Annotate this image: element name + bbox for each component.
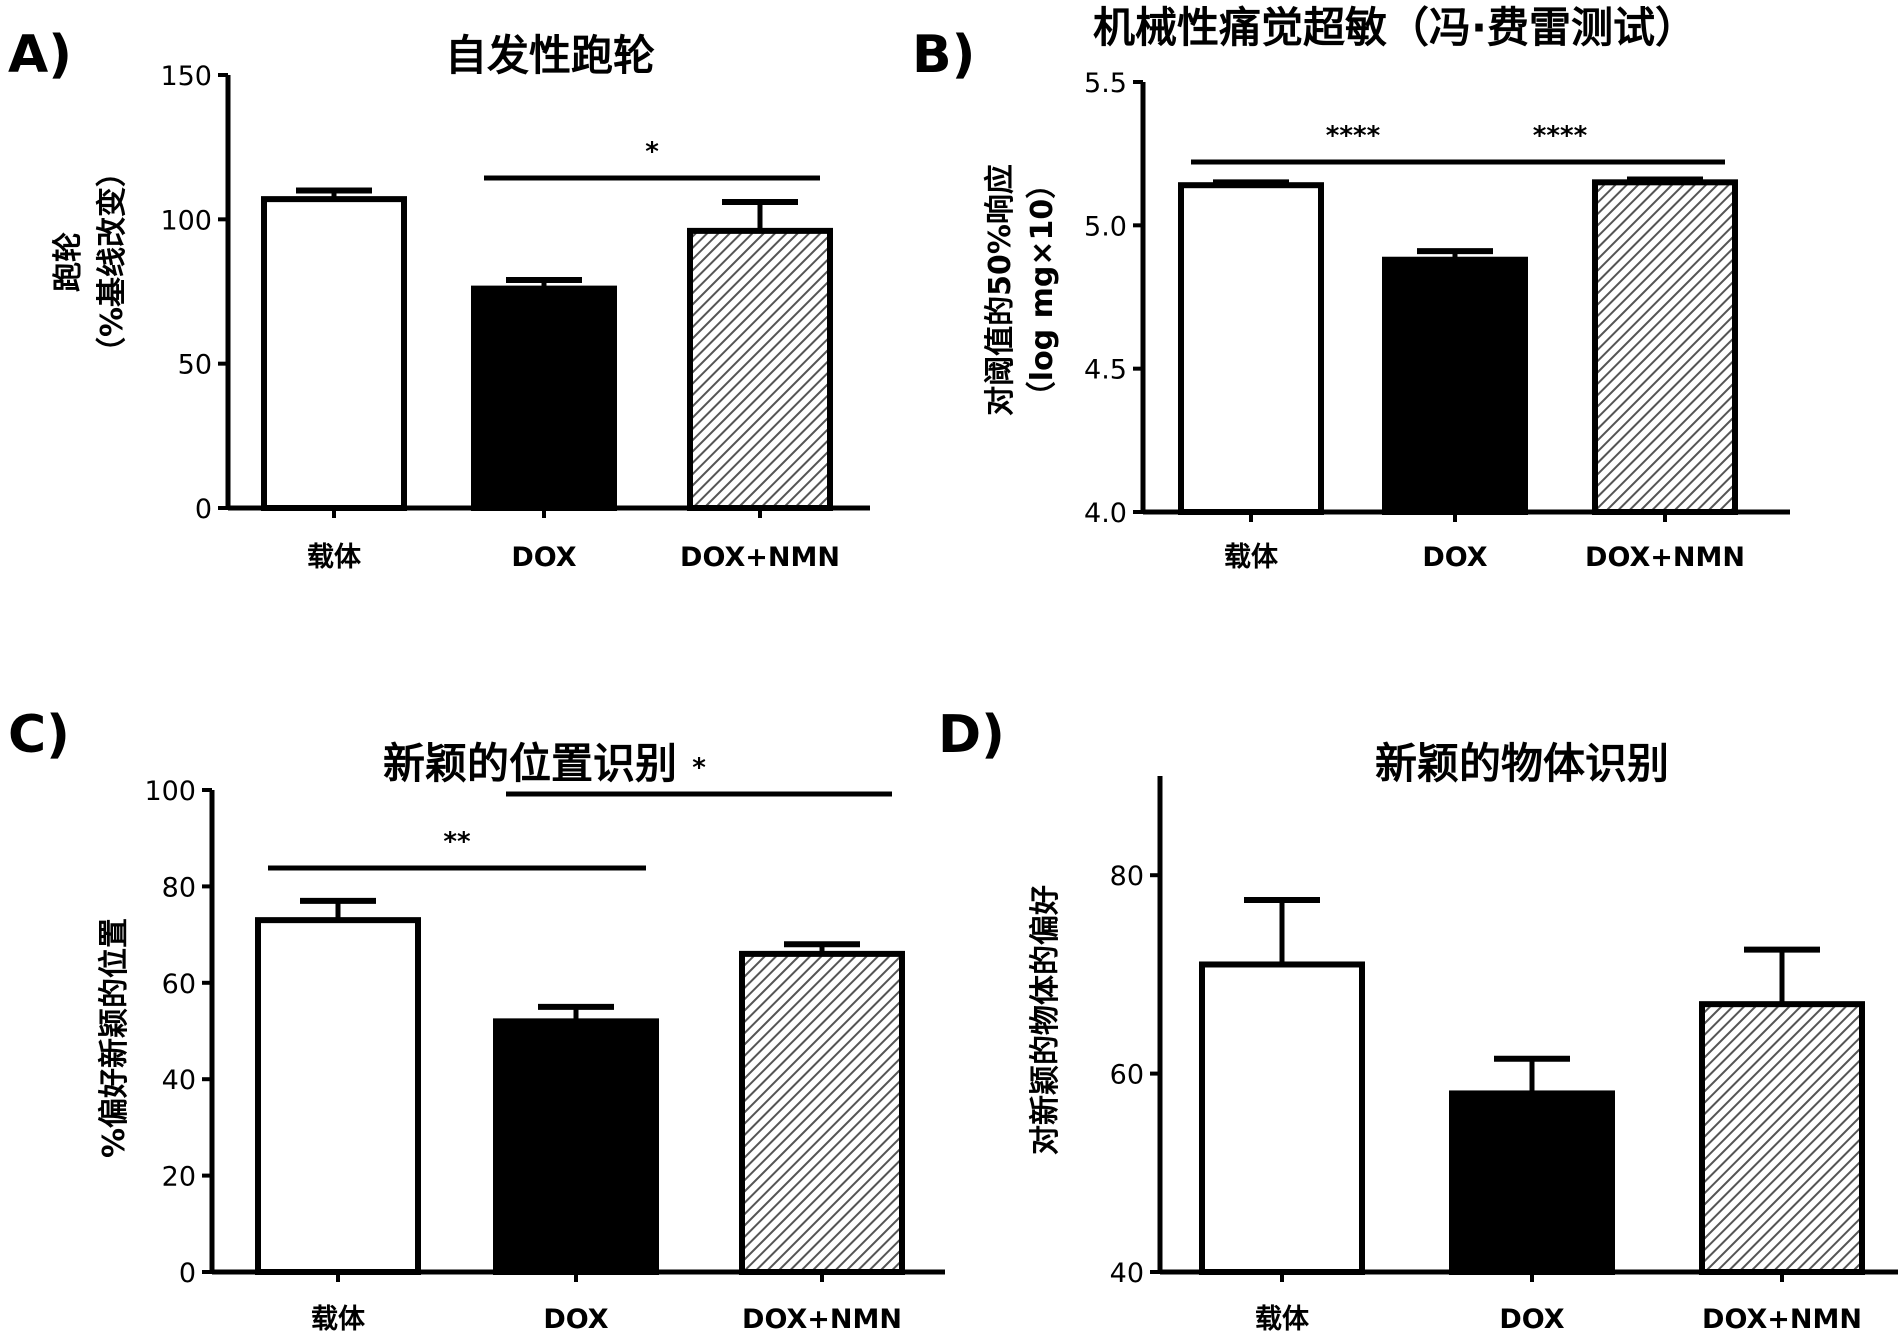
y-tick-label-a-2: 100 bbox=[160, 205, 212, 236]
y-tick-label-c-3: 60 bbox=[162, 969, 196, 1000]
category-label-c-1: DOX bbox=[543, 1304, 608, 1335]
y-axis-label-b-line1: 对阈值的50%响应 bbox=[983, 164, 1018, 416]
significance-label-b-1: **** bbox=[1533, 121, 1588, 151]
category-label-b-0: 载体 bbox=[1224, 542, 1279, 573]
bar-c-0 bbox=[255, 917, 421, 1275]
bar-b-0 bbox=[1178, 182, 1324, 515]
y-tick-label-c-2: 40 bbox=[162, 1065, 196, 1096]
plot-area-d: 40 60 80 载体 DOX DOX+NMN bbox=[1110, 776, 1898, 1335]
bar-a-0 bbox=[261, 196, 407, 511]
y-tick-label-a-1: 50 bbox=[178, 350, 212, 381]
category-label-d-2: DOX+NMN bbox=[1702, 1304, 1862, 1335]
y-tick-label-c-1: 20 bbox=[162, 1162, 196, 1193]
category-label-a-2: DOX+NMN bbox=[680, 542, 840, 573]
y-tick-label-b-1: 4.5 bbox=[1084, 355, 1127, 386]
category-label-b-1: DOX bbox=[1422, 542, 1487, 573]
y-tick-label-b-2: 5.0 bbox=[1084, 211, 1127, 242]
bar-b-2 bbox=[1592, 179, 1738, 515]
category-label-a-1: DOX bbox=[511, 542, 576, 573]
bar-d-1 bbox=[1449, 1090, 1615, 1275]
y-axis-label-c-line1: %偏好新颖的位置 bbox=[97, 918, 132, 1158]
y-tick-label-a-0: 0 bbox=[195, 494, 212, 525]
bar-a-2 bbox=[687, 227, 833, 511]
panel-letter-d: D) bbox=[938, 705, 1005, 765]
plot-area-b: 4.0 4.5 5.0 5.5 载体 DOX DOX+NMN **** **** bbox=[1084, 68, 1790, 573]
significance-label-a-0: * bbox=[645, 137, 659, 167]
bar-a-1 bbox=[471, 285, 617, 512]
chart-title-d: 新颖的物体识别 bbox=[1375, 739, 1669, 788]
y-tick-label-c-5: 100 bbox=[144, 776, 196, 807]
y-axis-label-b-line2: （log mg×10） bbox=[1025, 169, 1060, 411]
panel-d: 新颖的物体识别 对新颖的物体的偏好 40 60 80 载体 DOX DOX+NMN bbox=[1028, 739, 1898, 1335]
chart-title-a: 自发性跑轮 bbox=[445, 31, 655, 80]
y-axis-label-d-line1: 对新颖的物体的偏好 bbox=[1028, 885, 1063, 1155]
y-tick-label-d-0: 40 bbox=[1110, 1258, 1144, 1289]
category-label-b-2: DOX+NMN bbox=[1585, 542, 1745, 573]
y-tick-label-a-3: 150 bbox=[160, 61, 212, 92]
y-tick-label-d-1: 60 bbox=[1110, 1060, 1144, 1091]
bar-c-1 bbox=[493, 1018, 659, 1275]
bar-b-1 bbox=[1382, 256, 1528, 515]
panel-b: 机械性痛觉超敏（冯·费雷测试） 对阈值的50%响应 （log mg×10） 4.… bbox=[983, 3, 1790, 573]
plot-area-a: 0 50 100 150 载体 DOX DOX+NMN * bbox=[160, 61, 870, 573]
category-label-d-0: 载体 bbox=[1255, 1304, 1310, 1335]
y-tick-label-b-3: 5.5 bbox=[1084, 68, 1127, 99]
bar-c-2 bbox=[739, 950, 905, 1275]
bar-d-2 bbox=[1699, 1001, 1865, 1275]
chart-title-c: 新颖的位置识别 bbox=[383, 739, 677, 788]
y-tick-label-c-4: 80 bbox=[162, 872, 196, 903]
category-label-c-0: 载体 bbox=[311, 1304, 366, 1335]
panel-a: 自发性跑轮 跑轮 （%基线改变） 0 50 100 150 载体 DOX DOX+NMN * bbox=[51, 31, 870, 573]
bar-d-0 bbox=[1199, 961, 1365, 1275]
y-tick-label-d-2: 80 bbox=[1110, 861, 1144, 892]
y-tick-label-c-0: 0 bbox=[179, 1258, 196, 1289]
y-axis-label-a-line2: （%基线改变） bbox=[95, 157, 130, 367]
significance-label-c-0: ** bbox=[443, 827, 471, 857]
category-label-c-2: DOX+NMN bbox=[742, 1304, 902, 1335]
category-label-d-1: DOX bbox=[1499, 1304, 1564, 1335]
category-label-a-0: 载体 bbox=[307, 542, 362, 573]
chart-title-b: 机械性痛觉超敏（冯·费雷测试） bbox=[1093, 3, 1697, 52]
panel-letter-c: C) bbox=[8, 705, 70, 765]
y-tick-label-b-0: 4.0 bbox=[1084, 498, 1127, 529]
panel-letter-a: A) bbox=[8, 25, 72, 85]
panel-c: 新颖的位置识别 %偏好新颖的位置 0 20 40 60 80 100 载体 DOX DOX+NM… bbox=[97, 739, 945, 1335]
significance-label-b-0: **** bbox=[1326, 121, 1381, 151]
panel-letter-b: B) bbox=[912, 25, 975, 85]
significance-label-c-1: * bbox=[692, 753, 706, 783]
y-axis-label-a-line1: 跑轮 bbox=[51, 232, 86, 292]
